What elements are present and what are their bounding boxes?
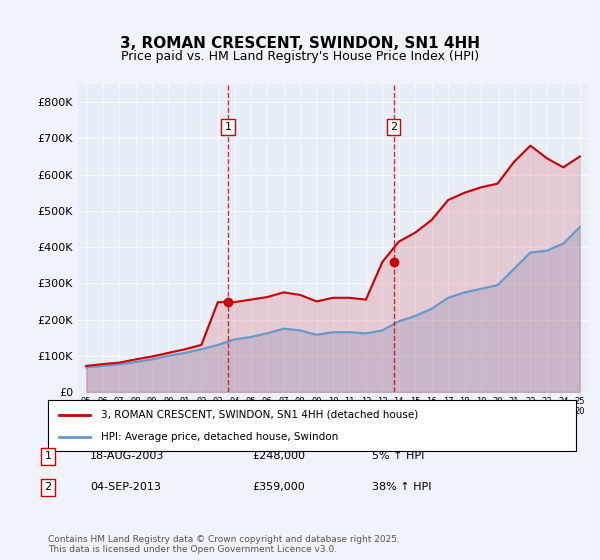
Text: 3, ROMAN CRESCENT, SWINDON, SN1 4HH: 3, ROMAN CRESCENT, SWINDON, SN1 4HH (120, 36, 480, 52)
Text: 04-SEP-2013: 04-SEP-2013 (90, 482, 161, 492)
Text: 2: 2 (390, 122, 397, 132)
Text: HPI: Average price, detached house, Swindon: HPI: Average price, detached house, Swin… (101, 432, 338, 442)
Text: Contains HM Land Registry data © Crown copyright and database right 2025.
This d: Contains HM Land Registry data © Crown c… (48, 535, 400, 554)
Text: 38% ↑ HPI: 38% ↑ HPI (372, 482, 431, 492)
Text: £359,000: £359,000 (252, 482, 305, 492)
Text: 1: 1 (44, 451, 52, 461)
Text: 3, ROMAN CRESCENT, SWINDON, SN1 4HH (detached house): 3, ROMAN CRESCENT, SWINDON, SN1 4HH (det… (101, 409, 418, 419)
Text: 18-AUG-2003: 18-AUG-2003 (90, 451, 164, 461)
Text: Price paid vs. HM Land Registry's House Price Index (HPI): Price paid vs. HM Land Registry's House … (121, 50, 479, 63)
Text: 5% ↑ HPI: 5% ↑ HPI (372, 451, 424, 461)
Text: £248,000: £248,000 (252, 451, 305, 461)
Text: 2: 2 (44, 482, 52, 492)
Text: 1: 1 (225, 122, 232, 132)
